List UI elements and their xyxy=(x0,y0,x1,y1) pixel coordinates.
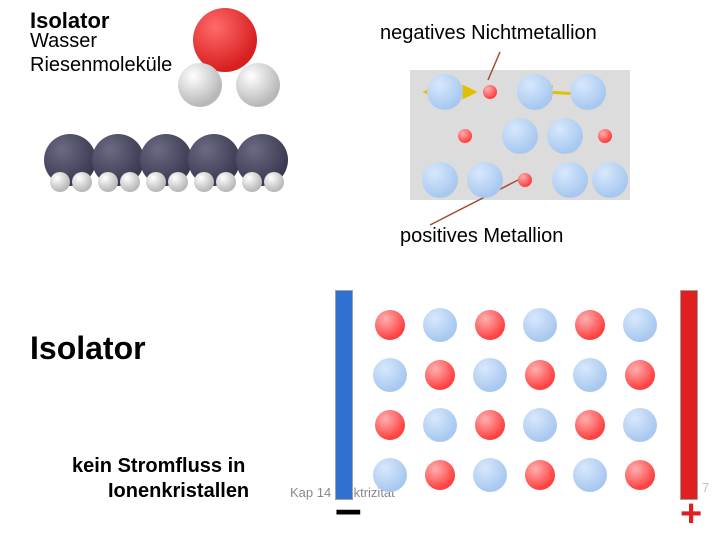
cation-sphere xyxy=(517,74,553,110)
electrode-positive xyxy=(680,290,698,500)
hydrogen-sphere xyxy=(236,63,280,107)
positives-label: positives Metallion xyxy=(400,225,563,248)
cation-sphere xyxy=(570,74,606,110)
lattice-anion xyxy=(625,460,655,490)
anion-sphere xyxy=(518,173,532,187)
page-number: 7 xyxy=(702,480,709,495)
lattice-anion xyxy=(525,360,555,390)
anion-sphere xyxy=(598,129,612,143)
lattice-cation xyxy=(573,458,607,492)
lattice-cation xyxy=(573,358,607,392)
anion-sphere xyxy=(458,129,472,143)
lattice-anion xyxy=(625,360,655,390)
lattice-cation xyxy=(623,308,657,342)
chain-small-atom xyxy=(120,172,140,192)
lattice-cation xyxy=(523,408,557,442)
lattice-anion xyxy=(375,410,405,440)
lattice-anion xyxy=(575,410,605,440)
lattice-anion xyxy=(475,310,505,340)
wasser-label: Wasser xyxy=(30,30,97,53)
minus-symbol: – xyxy=(335,490,362,530)
hydrogen-sphere xyxy=(178,63,222,107)
chain-small-atom xyxy=(216,172,236,192)
lattice-anion xyxy=(575,310,605,340)
anion-sphere xyxy=(483,85,497,99)
lattice-cation xyxy=(373,458,407,492)
chain-small-atom xyxy=(72,172,92,192)
cation-sphere xyxy=(592,162,628,198)
lattice-cation xyxy=(473,458,507,492)
ionenkristallen-label: Ionenkristallen xyxy=(108,480,249,503)
lattice-anion xyxy=(425,460,455,490)
chain-small-atom xyxy=(264,172,284,192)
cation-sphere xyxy=(467,162,503,198)
lattice-cation xyxy=(423,308,457,342)
lattice-anion xyxy=(375,310,405,340)
lattice-cation xyxy=(373,358,407,392)
chain-small-atom xyxy=(50,172,70,192)
cation-sphere xyxy=(427,74,463,110)
chain-small-atom xyxy=(98,172,118,192)
lattice-anion xyxy=(525,460,555,490)
electrode-negative xyxy=(335,290,353,500)
lattice-anion xyxy=(425,360,455,390)
riesenmolekule-label: Riesenmoleküle xyxy=(30,54,172,77)
cation-sphere xyxy=(547,118,583,154)
lattice-cation xyxy=(473,358,507,392)
chain-small-atom xyxy=(168,172,188,192)
lattice-cation xyxy=(623,408,657,442)
plus-symbol: + xyxy=(680,495,702,533)
lattice-cation xyxy=(423,408,457,442)
lattice-anion xyxy=(475,410,505,440)
lattice-cation xyxy=(523,308,557,342)
chain-small-atom xyxy=(146,172,166,192)
chain-small-atom xyxy=(242,172,262,192)
cation-sphere xyxy=(502,118,538,154)
negatives-label: negatives Nichtmetallion xyxy=(380,22,597,45)
kein-stromfluss-label: kein Stromfluss in xyxy=(72,455,245,478)
chain-small-atom xyxy=(194,172,214,192)
cation-sphere xyxy=(422,162,458,198)
cation-sphere xyxy=(552,162,588,198)
isolator-big: Isolator xyxy=(30,330,146,367)
